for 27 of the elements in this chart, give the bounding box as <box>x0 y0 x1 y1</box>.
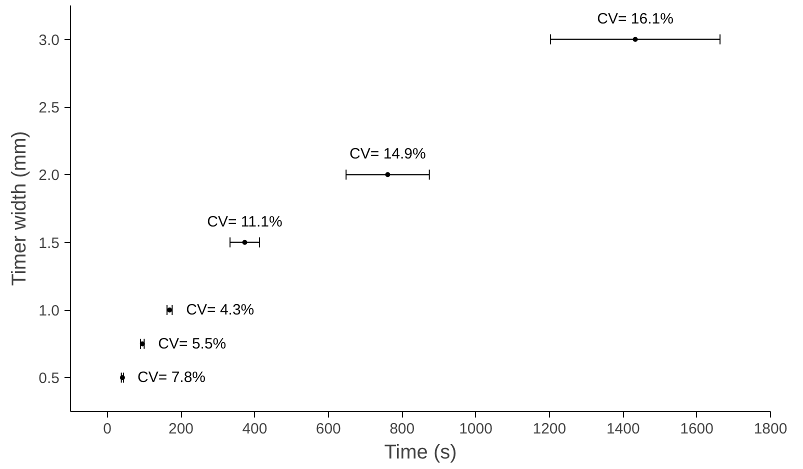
y-tick-label: 3.0 <box>38 32 60 49</box>
y-axis-title: Timer width (mm) <box>8 131 31 286</box>
annotation: CV= 4.3% <box>186 302 254 318</box>
y-tick-label: 1.5 <box>38 234 60 252</box>
y-tick-label: 1.0 <box>38 302 60 320</box>
x-tick-label: 400 <box>242 420 268 438</box>
y-tick-label: 0.5 <box>38 370 60 388</box>
x-tick-label: 600 <box>316 420 341 438</box>
x-axis-title: Time (s) <box>384 442 457 464</box>
annotation: CV= 16.1% <box>597 10 674 28</box>
annotation: CV= 7.8% <box>138 369 206 386</box>
y-tick-label: 2.5 <box>38 100 60 116</box>
point <box>385 172 390 178</box>
x-tick-label: 1600 <box>680 420 714 438</box>
annotation: CV= 5.5% <box>158 335 226 352</box>
x-tick-label: 1000 <box>459 420 492 438</box>
x-tick-label: 200 <box>168 420 194 438</box>
point <box>632 36 638 42</box>
point <box>242 240 248 245</box>
annotation: CV= 11.1% <box>207 213 282 230</box>
x-tick-label: 0 <box>103 420 112 438</box>
x-tick-label: 1400 <box>606 420 640 438</box>
x-tick-label: 800 <box>390 420 415 438</box>
annotation: CV= 14.9% <box>350 146 426 163</box>
y-tick-label: 2.0 <box>38 167 60 184</box>
x-tick-label: 1200 <box>532 420 566 438</box>
x-tick-label: 1800 <box>754 420 788 438</box>
